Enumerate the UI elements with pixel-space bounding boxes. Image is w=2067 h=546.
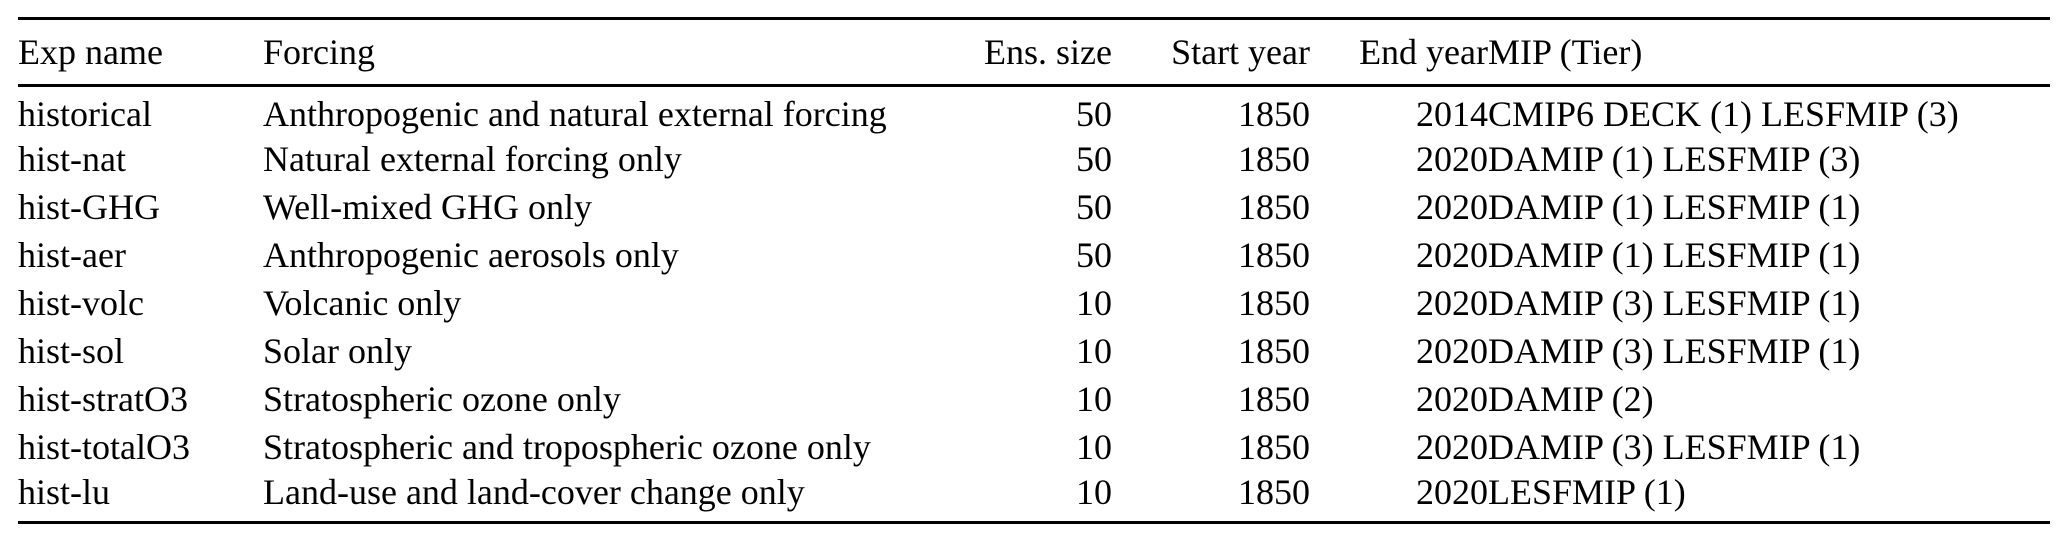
table-row: historical Anthropogenic and natural exte… (18, 86, 2050, 136)
cell-start-year: 1850 (1238, 379, 1310, 419)
cell-forcing: Anthropogenic aerosols only (263, 235, 679, 275)
table-body: historical Anthropogenic and natural exte… (18, 86, 2050, 523)
column-header-exp-name: Exp name (18, 18, 263, 87)
cell-end-year: 2020 (1416, 331, 1488, 371)
cell-ens-size: 50 (1076, 139, 1112, 179)
column-header-mip-tier: MIP (Tier) (1488, 18, 2050, 87)
cell-end-year: 2020 (1416, 235, 1488, 275)
cell-start-year: 1850 (1238, 94, 1310, 134)
cell-ens-size: 10 (1076, 379, 1112, 419)
table-row: hist-totalO3 Stratospheric and tropospher… (18, 423, 2050, 471)
cell-exp-name: hist-volc (18, 283, 144, 323)
column-header-start-year: Start year (1112, 18, 1310, 87)
cell-start-year: 1850 (1238, 187, 1310, 227)
cell-ens-size: 50 (1076, 235, 1112, 275)
table-row: hist-aer Anthropogenic aerosols only 50 185… (18, 231, 2050, 279)
cell-mip-tier: DAMIP (1) LESFMIP (3) (1488, 139, 1861, 179)
table-header: Exp name Forcing Ens. size Start year End ye… (18, 18, 2050, 87)
table-row: hist-GHG Well-mixed GHG only 50 1850 2020 DAM… (18, 183, 2050, 231)
cell-ens-size: 10 (1076, 283, 1112, 323)
cell-start-year: 1850 (1238, 139, 1310, 179)
cell-mip-tier: DAMIP (3) LESFMIP (1) (1488, 283, 1861, 323)
cell-exp-name: hist-stratO3 (18, 379, 188, 419)
cell-exp-name: hist-lu (18, 472, 111, 512)
cell-start-year: 1850 (1238, 283, 1310, 323)
cell-ens-size: 10 (1076, 427, 1112, 467)
cell-exp-name: historical (18, 94, 152, 134)
cell-forcing: Land-use and land-cover change only (263, 472, 805, 512)
cell-end-year: 2020 (1416, 187, 1488, 227)
cell-mip-tier: CMIP6 DECK (1) LESFMIP (3) (1488, 94, 1959, 134)
cell-mip-tier: DAMIP (3) LESFMIP (1) (1488, 331, 1861, 371)
cell-forcing: Stratospheric ozone only (263, 379, 621, 419)
column-header-forcing: Forcing (263, 18, 950, 87)
cell-end-year: 2020 (1416, 139, 1488, 179)
table-row: hist-volc Volcanic only 10 1850 2020 DAMIP (3… (18, 279, 2050, 327)
cell-ens-size: 50 (1076, 94, 1112, 134)
cell-end-year: 2020 (1416, 283, 1488, 323)
cell-start-year: 1850 (1238, 331, 1310, 371)
cell-start-year: 1850 (1238, 235, 1310, 275)
cell-end-year: 2014 (1416, 94, 1488, 134)
table-row: hist-stratO3 Stratospheric ozone only 10 18… (18, 375, 2050, 423)
table-row: hist-sol Solar only 10 1850 2020 DAMIP (3) LE… (18, 327, 2050, 375)
cell-exp-name: hist-aer (18, 235, 126, 275)
cell-mip-tier: DAMIP (1) LESFMIP (1) (1488, 235, 1861, 275)
cell-exp-name: hist-GHG (18, 187, 160, 227)
cell-end-year: 2020 (1416, 472, 1488, 512)
cell-mip-tier: LESFMIP (1) (1488, 472, 1686, 512)
cell-start-year: 1850 (1238, 427, 1310, 467)
header-row: Exp name Forcing Ens. size Start year End ye… (18, 18, 2050, 87)
cell-forcing: Volcanic only (263, 283, 462, 323)
cell-exp-name: hist-totalO3 (18, 427, 190, 467)
cell-forcing: Well-mixed GHG only (263, 187, 593, 227)
cell-ens-size: 10 (1076, 331, 1112, 371)
table-container: Exp name Forcing Ens. size Start year End ye… (18, 17, 2050, 524)
cell-mip-tier: DAMIP (1) LESFMIP (1) (1488, 187, 1861, 227)
cell-end-year: 2020 (1416, 427, 1488, 467)
cell-forcing: Solar only (263, 331, 412, 371)
cell-exp-name: hist-nat (18, 139, 126, 179)
column-header-end-year: End year (1310, 18, 1488, 87)
cell-ens-size: 10 (1076, 472, 1112, 512)
table-row: hist-nat Natural external forcing only 50 1… (18, 135, 2050, 183)
cell-mip-tier: DAMIP (2) (1488, 379, 1654, 419)
table-row: hist-lu Land-use and land-cover change on… (18, 471, 2050, 523)
cell-ens-size: 50 (1076, 187, 1112, 227)
column-header-ens-size: Ens. size (950, 18, 1112, 87)
cell-forcing: Natural external forcing only (263, 139, 682, 179)
cell-mip-tier: DAMIP (3) LESFMIP (1) (1488, 427, 1861, 467)
experiments-table: Exp name Forcing Ens. size Start year End ye… (18, 17, 2050, 524)
cell-end-year: 2020 (1416, 379, 1488, 419)
cell-start-year: 1850 (1238, 472, 1310, 512)
cell-exp-name: hist-sol (18, 331, 125, 371)
cell-forcing: Stratospheric and tropospheric ozone onl… (263, 427, 871, 467)
cell-forcing: Anthropogenic and natural external forci… (263, 94, 887, 134)
